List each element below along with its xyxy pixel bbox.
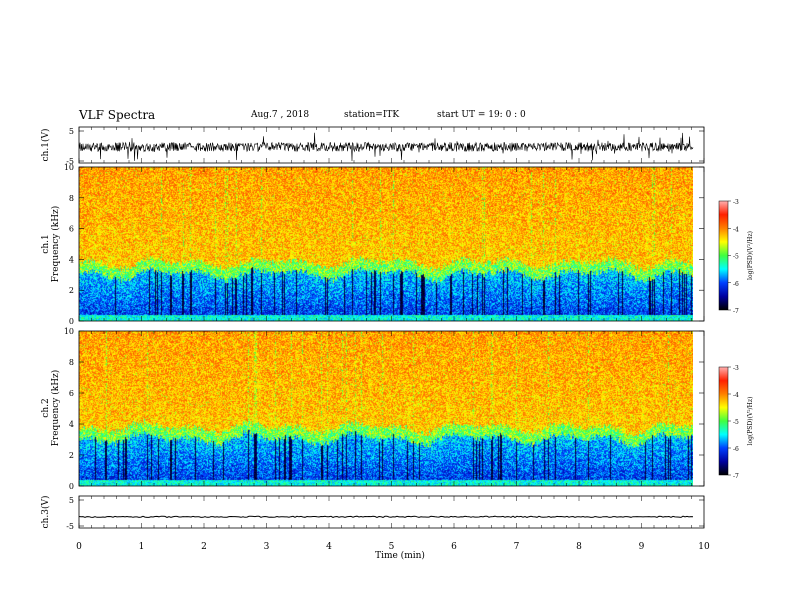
ytick-label: 2 — [69, 451, 74, 460]
ytick-label: -5 — [66, 522, 74, 531]
colorbar-tick-label: -3 — [733, 199, 739, 206]
colorbar-tick-label: -5 — [733, 419, 739, 426]
date-label: Aug.7 , 2018 — [251, 110, 310, 120]
ytick-label: 8 — [69, 194, 74, 203]
ytick-label: 10 — [64, 327, 74, 336]
colorbar-tick-label: -7 — [733, 308, 739, 315]
colorbar-ch2 — [718, 366, 729, 476]
spectrogram-ch1-image — [79, 167, 693, 321]
colorbar-tick-label: -4 — [733, 226, 739, 233]
chart-title: VLF Spectra — [79, 108, 156, 122]
xtick-label: 3 — [264, 542, 270, 552]
ch1-waveform-ylabel: ch.1(V) — [40, 129, 51, 162]
xtick-label: 10 — [698, 542, 710, 552]
ch3-waveform-ylabel: ch.3(V) — [40, 496, 51, 529]
spectrogram-ch2-image — [79, 331, 693, 486]
xaxis-label: Time (min) — [375, 550, 425, 561]
xtick-label: 1 — [139, 542, 145, 552]
ch2-frequency-ylabel: Frequency (kHz) — [50, 370, 61, 447]
ytick-label: 6 — [69, 389, 74, 398]
xtick-label: 7 — [514, 542, 520, 552]
colorbar-label: log(PSD)(V²/Hz) — [747, 397, 754, 446]
ytick-label: 0 — [69, 482, 74, 491]
xtick-label: 9 — [639, 542, 645, 552]
ytick-label: 5 — [69, 127, 74, 136]
ytick-label: 6 — [69, 225, 74, 234]
xtick-label: 8 — [576, 542, 582, 552]
colorbar-tick-label: -3 — [733, 365, 739, 372]
ch1-frequency-ylabel: Frequency (kHz) — [50, 206, 61, 283]
ytick-label: 4 — [69, 420, 74, 429]
ytick-label: 8 — [69, 358, 74, 367]
ytick-label: 5 — [69, 496, 74, 505]
ytick-label: 2 — [69, 286, 74, 295]
colorbar-ch1 — [718, 200, 729, 311]
xtick-label: 2 — [201, 542, 207, 552]
colorbar-label: log(PSD)(V²/Hz) — [747, 231, 754, 280]
start-time-label: start UT = 19: 0 : 0 — [437, 110, 526, 120]
ytick-label: -5 — [66, 157, 74, 166]
xtick-label: 4 — [326, 542, 332, 552]
colorbar-tick-label: -5 — [733, 254, 739, 261]
waveform-ch1-line — [78, 132, 694, 162]
station-label: station=ITK — [344, 110, 400, 120]
ytick-label: 4 — [69, 255, 74, 264]
waveform-ch3-line — [78, 515, 694, 518]
xtick-label: 5 — [389, 542, 395, 552]
ch1-spectrogram-ch-label: ch.1 — [41, 234, 51, 253]
colorbar-tick-label: -7 — [733, 473, 739, 480]
ytick-label: 0 — [69, 317, 74, 326]
xtick-label: 0 — [76, 542, 82, 552]
colorbar-tick-label: -6 — [733, 446, 739, 453]
xtick-label: 6 — [451, 542, 457, 552]
ytick-label: 10 — [64, 163, 74, 172]
colorbar-tick-label: -6 — [733, 281, 739, 288]
colorbar-tick-label: -4 — [733, 392, 739, 399]
ch2-spectrogram-ch-label: ch.2 — [41, 398, 51, 417]
